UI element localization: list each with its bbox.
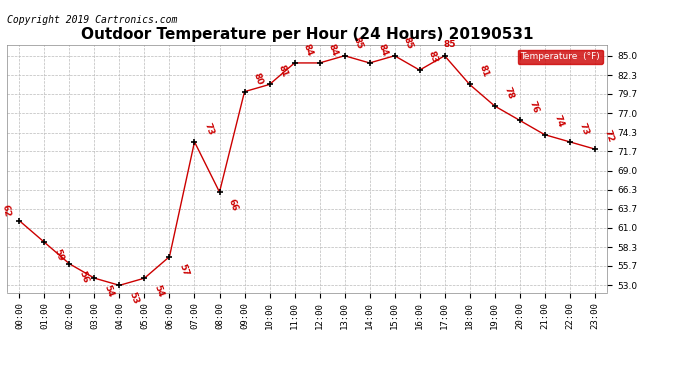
Text: 81: 81 bbox=[277, 64, 290, 79]
Text: 85: 85 bbox=[352, 35, 365, 50]
Text: 78: 78 bbox=[502, 85, 515, 100]
Text: 73: 73 bbox=[202, 121, 215, 136]
Text: 85: 85 bbox=[402, 35, 415, 50]
Text: 83: 83 bbox=[427, 50, 440, 64]
Text: 81: 81 bbox=[477, 64, 490, 79]
Legend: Temperature  (°F): Temperature (°F) bbox=[518, 50, 602, 64]
Text: 84: 84 bbox=[377, 42, 390, 57]
Text: 54: 54 bbox=[102, 284, 115, 299]
Text: 74: 74 bbox=[552, 114, 565, 129]
Text: 85: 85 bbox=[444, 40, 456, 49]
Text: 53: 53 bbox=[127, 291, 139, 306]
Text: 76: 76 bbox=[527, 100, 540, 115]
Text: 57: 57 bbox=[177, 262, 190, 277]
Text: 72: 72 bbox=[602, 128, 615, 143]
Text: 66: 66 bbox=[227, 198, 239, 213]
Text: Copyright 2019 Cartronics.com: Copyright 2019 Cartronics.com bbox=[7, 15, 177, 25]
Text: 73: 73 bbox=[578, 121, 590, 136]
Text: 56: 56 bbox=[77, 270, 90, 284]
Text: 84: 84 bbox=[327, 42, 340, 57]
Text: 59: 59 bbox=[52, 248, 65, 263]
Title: Outdoor Temperature per Hour (24 Hours) 20190531: Outdoor Temperature per Hour (24 Hours) … bbox=[81, 27, 533, 42]
Text: 84: 84 bbox=[302, 42, 315, 57]
Text: 62: 62 bbox=[1, 203, 12, 217]
Text: 80: 80 bbox=[252, 71, 265, 86]
Text: 54: 54 bbox=[152, 284, 165, 299]
